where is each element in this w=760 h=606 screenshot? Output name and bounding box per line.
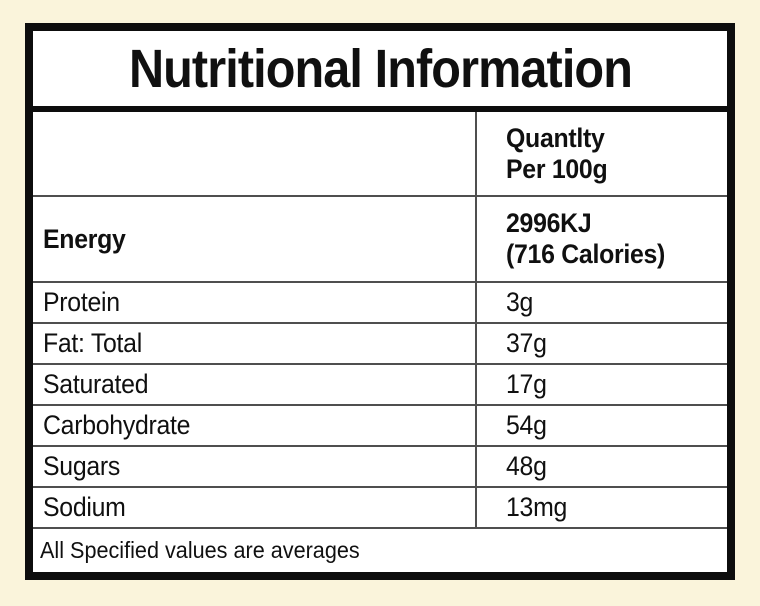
- row-value: 48g: [506, 451, 547, 481]
- quantity-header-text: Quantlty Per 100g: [506, 122, 608, 185]
- quantity-header-cell: Quantlty Per 100g: [475, 112, 727, 195]
- row-value: 54g: [506, 410, 547, 440]
- row-label-cell: Sugars: [33, 447, 475, 486]
- row-value-cell: 37g: [475, 324, 727, 363]
- energy-row: Energy 2996KJ (716 Calories): [33, 195, 727, 281]
- row-label-cell: Protein: [33, 283, 475, 322]
- table-row: Fat: Total 37g: [33, 322, 727, 363]
- row-label: Sugars: [43, 451, 121, 481]
- row-value: 37g: [506, 328, 547, 358]
- row-value-cell: 13mg: [475, 488, 727, 527]
- energy-label: Energy: [43, 223, 126, 254]
- row-label: Fat: Total: [43, 328, 142, 358]
- table-row: Protein 3g: [33, 281, 727, 322]
- quantity-header-line2: Per 100g: [506, 153, 608, 184]
- nutrition-label: Nutritional Information Quantlty Per 100…: [25, 23, 735, 580]
- row-value-cell: 48g: [475, 447, 727, 486]
- energy-value-cell: 2996KJ (716 Calories): [475, 197, 727, 281]
- row-value: 17g: [506, 369, 547, 399]
- row-value-cell: 17g: [475, 365, 727, 404]
- quantity-header-row: Quantlty Per 100g: [33, 112, 727, 195]
- row-label-cell: Fat: Total: [33, 324, 475, 363]
- energy-value-text: 2996KJ (716 Calories): [506, 208, 665, 270]
- quantity-header-line1: Quantlty: [506, 122, 605, 153]
- row-label: Saturated: [43, 369, 149, 399]
- label-title: Nutritional Information: [33, 31, 727, 112]
- footnote-row: All Specified values are averages: [33, 527, 727, 571]
- footnote-text: All Specified values are averages: [40, 536, 360, 563]
- table-row: Sodium 13mg: [33, 486, 727, 527]
- header-empty-cell: [33, 112, 475, 195]
- table-row: Carbohydrate 54g: [33, 404, 727, 445]
- row-label: Carbohydrate: [43, 410, 191, 440]
- label-title-text: Nutritional Information: [128, 38, 632, 99]
- row-value: 13mg: [506, 492, 568, 522]
- energy-value-line1: 2996KJ: [506, 208, 592, 238]
- table-row: Sugars 48g: [33, 445, 727, 486]
- row-value-cell: 3g: [475, 283, 727, 322]
- row-value-cell: 54g: [475, 406, 727, 445]
- row-label: Protein: [43, 287, 120, 317]
- row-label-cell: Saturated: [33, 365, 475, 404]
- energy-value-line2: (716 Calories): [506, 239, 666, 269]
- table-row: Saturated 17g: [33, 363, 727, 404]
- row-value: 3g: [506, 287, 534, 317]
- row-label-cell: Carbohydrate: [33, 406, 475, 445]
- row-label: Sodium: [43, 492, 126, 522]
- energy-label-cell: Energy: [33, 197, 475, 281]
- row-label-cell: Sodium: [33, 488, 475, 527]
